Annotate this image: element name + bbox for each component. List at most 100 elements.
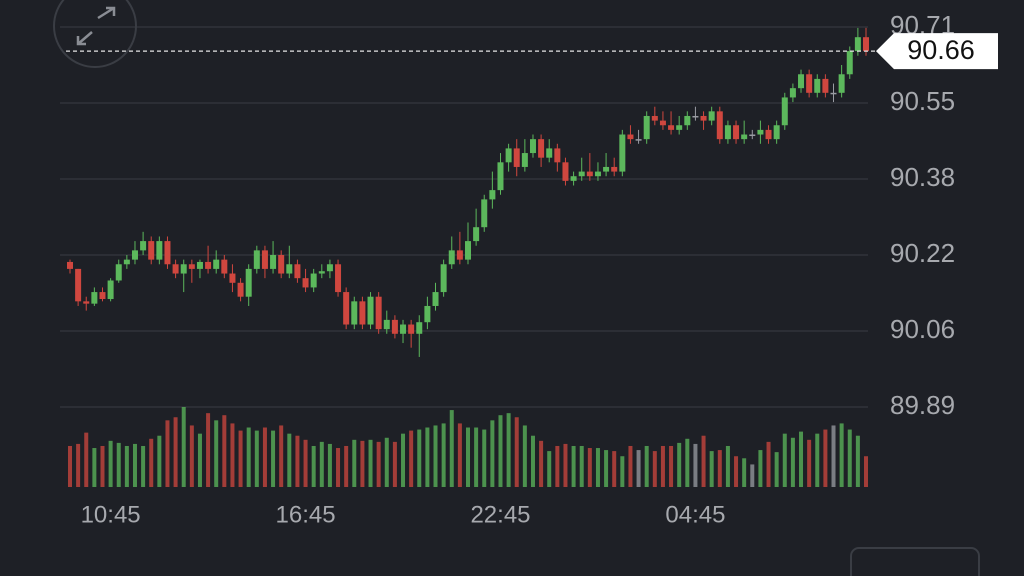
volume-bar — [847, 429, 852, 487]
volume-bar — [108, 440, 113, 487]
volume-bar — [790, 437, 795, 487]
candle-body — [367, 296, 374, 325]
volume-bar — [124, 445, 129, 487]
candle-body — [156, 241, 163, 260]
candle-body — [603, 166, 610, 172]
volume-bar — [660, 445, 665, 487]
volume-bar — [100, 445, 105, 487]
volume-bar — [157, 435, 162, 487]
candle-body — [789, 88, 796, 98]
candle-body — [562, 162, 569, 181]
candle-body — [123, 259, 130, 265]
candle-body — [863, 37, 869, 52]
volume-bar — [230, 423, 235, 487]
volume-bar — [303, 439, 308, 487]
volume-bar — [587, 448, 592, 487]
candle-body — [733, 125, 740, 140]
candle-body — [278, 255, 285, 274]
candle-body — [440, 264, 447, 293]
candle-body — [546, 148, 553, 158]
candle-body — [196, 261, 203, 269]
candle-body — [261, 250, 268, 269]
y-tick-label: 90.55 — [890, 86, 955, 116]
volume-bar — [92, 448, 97, 487]
volume-bar — [799, 431, 804, 487]
volume-bar — [766, 441, 771, 487]
candle-body — [456, 250, 463, 260]
volume-bar — [855, 435, 860, 487]
volume-bar — [222, 415, 227, 487]
candle-body — [172, 264, 179, 274]
candle-body — [627, 134, 634, 140]
candle-body — [846, 51, 853, 75]
candle-body — [310, 273, 317, 288]
candle-body — [570, 176, 577, 181]
volume-bar — [149, 438, 154, 487]
volume-bar — [839, 423, 844, 487]
candle-body — [326, 264, 333, 272]
candle-body — [131, 250, 138, 260]
volume-bar — [669, 445, 674, 487]
candle-body — [432, 292, 439, 306]
candle-body — [400, 324, 407, 334]
volume-bar — [84, 432, 89, 487]
volume-bar — [214, 420, 219, 487]
volume-bar — [685, 438, 690, 487]
volume-bar — [449, 410, 454, 487]
volume-bar — [441, 423, 446, 487]
candle-body — [773, 125, 780, 140]
volume-bar — [595, 448, 600, 487]
candle-body — [294, 264, 301, 279]
candle-body — [668, 125, 675, 130]
volume-bar — [522, 425, 527, 487]
candle-body — [99, 292, 106, 300]
x-tick-label: 22:45 — [470, 501, 530, 528]
candle-body — [302, 278, 309, 288]
candle-body — [164, 241, 171, 265]
candle-body — [651, 115, 658, 121]
candle-body — [513, 148, 520, 167]
candle-body — [115, 264, 122, 281]
volume-bar — [701, 435, 706, 487]
candle-body — [188, 264, 195, 269]
candle-body — [91, 292, 98, 304]
candle-body — [351, 301, 358, 325]
volume-bar — [547, 451, 552, 487]
volume-bar — [262, 427, 267, 487]
candle-body — [529, 139, 536, 154]
corner-button[interactable] — [850, 547, 980, 576]
volume-bar — [709, 451, 714, 487]
volume-bar — [360, 440, 365, 487]
candle-body — [684, 115, 691, 126]
volume-bar — [571, 445, 576, 487]
volume-bar — [246, 427, 251, 487]
volume-bar — [555, 445, 560, 487]
volume-bar — [807, 439, 812, 487]
volume-bar — [181, 407, 186, 487]
candle-body — [505, 148, 512, 163]
candle-body — [408, 324, 415, 334]
volume-bar — [864, 456, 868, 487]
candle-body — [741, 134, 748, 140]
candle-body — [343, 292, 350, 325]
volume-bar — [620, 456, 625, 487]
candle-body — [205, 261, 212, 269]
volume-bar — [628, 445, 633, 487]
candle-body — [448, 250, 455, 265]
expand-button[interactable] — [53, 0, 137, 68]
volume-bar — [490, 420, 495, 487]
volume-bar — [530, 435, 535, 487]
volume-bar — [823, 429, 828, 487]
candle-body — [806, 74, 813, 93]
volume-bar — [197, 433, 202, 487]
volume-bar — [750, 464, 755, 487]
candle-body — [253, 250, 260, 269]
volume-bar — [271, 430, 276, 487]
volume-bar — [141, 445, 146, 487]
y-tick-label: 90.38 — [890, 162, 955, 192]
volume-bar — [238, 430, 243, 487]
volume-bar — [376, 441, 381, 487]
candle-body — [521, 153, 528, 167]
candle-body — [765, 129, 772, 140]
